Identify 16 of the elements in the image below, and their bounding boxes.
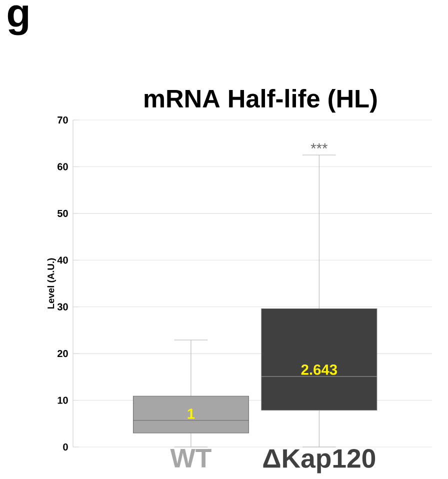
y-tick-label: 50 [57, 210, 68, 217]
y-tick-label: 10 [58, 396, 68, 404]
y-tick-label: 70 [58, 116, 68, 124]
annotation: *** [310, 143, 328, 148]
y-axis-title: Level (A.U.) [47, 258, 56, 309]
y-tick-label: 30 [57, 303, 68, 310]
y-tick-label: 0 [63, 443, 68, 451]
text: g [8, 5, 28, 36]
annotation: 1 [188, 408, 195, 419]
x-tick-label: ΔKap120 [263, 449, 376, 474]
y-tick-label: 20 [58, 350, 68, 358]
y-tick-label: 60 [58, 163, 68, 170]
x-tick-label: WT [170, 449, 212, 468]
annotation: 2.643 [301, 364, 337, 375]
chart-title: mRNA Half-life (HL) [144, 89, 377, 113]
y-tick-label: 40 [57, 256, 68, 264]
